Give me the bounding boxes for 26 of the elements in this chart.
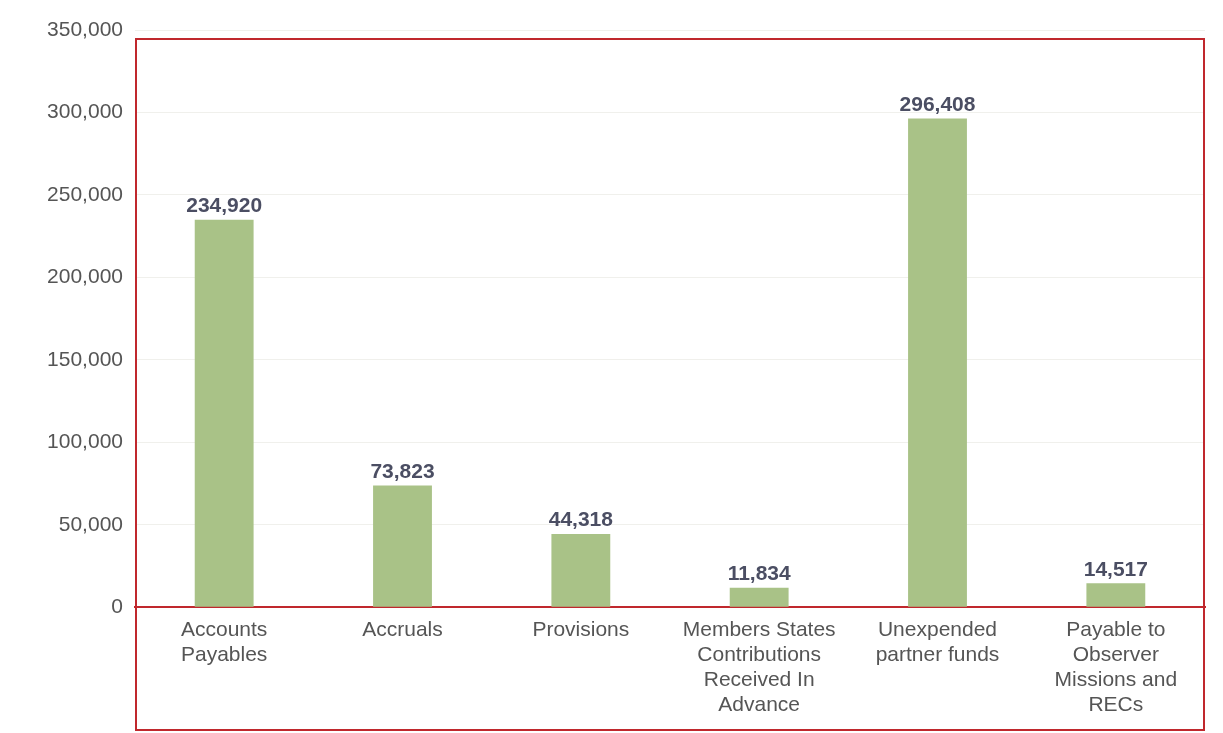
y-tick-label: 200,000 [47,264,123,288]
bar [373,485,432,607]
y-tick-label: 150,000 [47,346,123,370]
data-label: 73,823 [370,458,435,482]
data-label: 234,920 [186,193,263,217]
y-tick-label: 250,000 [47,181,123,205]
bar [551,534,611,607]
data-label: 296,408 [899,91,976,115]
x-tick-label: Accruals [362,616,443,640]
y-tick-label: 50,000 [58,511,123,535]
x-tick-label: Members States Contributions Received In Advance [682,616,836,716]
y-tick-label: 300,000 [47,99,123,123]
bar [1086,583,1146,607]
bar [908,118,967,607]
x-tick-label: Provisions [532,616,630,640]
bar [194,219,254,607]
x-tick-label: Unexpended partner funds [875,616,1000,665]
data-label: 44,318 [548,507,614,531]
x-tick-label: Payable to Observer Missions and RECs [1054,616,1178,716]
data-label: 14,517 [1083,556,1148,580]
data-label: 11,834 [727,560,792,584]
x-tick-label: Accounts Payables [180,616,268,665]
y-tick-label: 350,000 [47,16,123,40]
bar [729,587,789,607]
y-tick-label: 0 [111,594,123,617]
y-tick-label: 100,000 [47,429,123,453]
